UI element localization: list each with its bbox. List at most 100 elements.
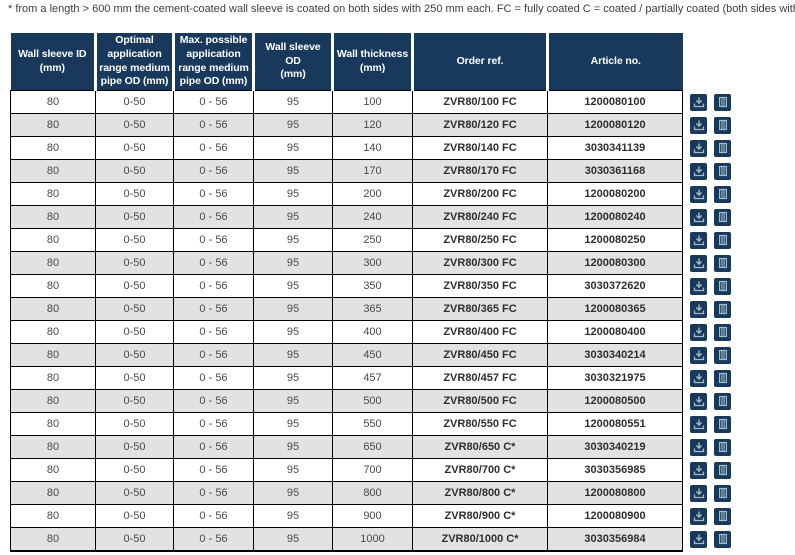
table-cell: 120 [332, 113, 413, 137]
download-button[interactable] [690, 323, 707, 341]
download-button[interactable] [690, 392, 707, 410]
download-button[interactable] [690, 507, 707, 525]
download-button[interactable] [690, 116, 707, 134]
book-button[interactable] [714, 93, 732, 111]
table-cell: 100 [332, 90, 413, 114]
table-cell: 0-50 [95, 251, 174, 275]
table-cell: 0-50 [95, 435, 174, 459]
table-cell: ZVR80/400 FC [412, 320, 548, 344]
book-button[interactable] [714, 369, 732, 387]
book-button[interactable] [714, 277, 732, 295]
download-button[interactable] [690, 162, 707, 180]
table-cell: 0-50 [95, 297, 174, 321]
table-row: 80 0-50 0 - 56 95 400 ZVR80/400 FC 1200080400 [10, 320, 736, 344]
table-cell: 95 [253, 343, 333, 367]
table-row: 80 0-50 0 - 56 95 250 ZVR80/250 FC 1200080250 [10, 228, 736, 252]
table-cell: 80 [10, 320, 96, 344]
table-cell: 800 [332, 481, 413, 505]
table-cell: ZVR80/250 FC [412, 228, 548, 252]
download-button[interactable] [690, 369, 707, 387]
book-icon [718, 349, 727, 361]
download-button[interactable] [690, 530, 707, 548]
book-icon [718, 211, 727, 223]
product-table: Wall sleeve ID (mm) Optimal application r… [10, 33, 736, 552]
download-icon [693, 189, 704, 200]
table-cell: 80 [10, 274, 96, 298]
table-cell: ZVR80/700 C* [412, 458, 548, 482]
download-icon [693, 534, 704, 545]
book-button[interactable] [714, 346, 732, 364]
book-button[interactable] [714, 300, 732, 318]
book-button[interactable] [714, 254, 732, 272]
table-cell: 80 [10, 366, 96, 390]
book-button[interactable] [714, 139, 732, 157]
table-cell: 550 [332, 412, 413, 436]
row-actions [682, 182, 736, 206]
table-cell: 0-50 [95, 366, 174, 390]
table-row: 80 0-50 0 - 56 95 1000 ZVR80/1000 C* 303035698… [10, 527, 736, 552]
table-cell: 0 - 56 [173, 205, 254, 229]
book-button[interactable] [714, 507, 732, 525]
table-cell: ZVR80/240 FC [412, 205, 548, 229]
table-cell: 80 [10, 343, 96, 367]
row-actions [682, 251, 736, 275]
table-cell: 0-50 [95, 113, 174, 137]
download-button[interactable] [690, 346, 707, 364]
book-button[interactable] [714, 415, 732, 433]
table-cell: 95 [253, 136, 333, 160]
table-cell: 95 [253, 412, 333, 436]
table-cell: 95 [253, 320, 333, 344]
table-cell: 3030340219 [547, 435, 683, 459]
download-button[interactable] [690, 254, 707, 272]
download-button[interactable] [690, 484, 707, 502]
book-button[interactable] [714, 162, 732, 180]
download-button[interactable] [690, 185, 707, 203]
table-cell: 95 [253, 435, 333, 459]
book-button[interactable] [714, 461, 732, 479]
table-cell: 170 [332, 159, 413, 183]
column-header: Wall thickness (mm) [332, 33, 414, 91]
table-cell: 0-50 [95, 343, 174, 367]
book-button[interactable] [714, 484, 732, 502]
book-button[interactable] [714, 530, 732, 548]
table-cell: 0-50 [95, 136, 174, 160]
book-button[interactable] [714, 392, 732, 410]
download-button[interactable] [690, 415, 707, 433]
table-cell: 0 - 56 [173, 366, 254, 390]
download-button[interactable] [690, 438, 707, 456]
table-row: 80 0-50 0 - 56 95 700 ZVR80/700 C* 3030356985 [10, 458, 736, 482]
table-cell: 3030372620 [547, 274, 683, 298]
book-button[interactable] [714, 208, 732, 226]
column-header: Wall sleeve ID (mm) [10, 33, 97, 91]
table-cell: 80 [10, 458, 96, 482]
column-header: Optimal application range medium pipe OD… [95, 33, 175, 91]
table-cell: ZVR80/500 FC [412, 389, 548, 413]
column-header: Wall sleeve OD (mm) [253, 33, 334, 91]
download-button[interactable] [690, 231, 707, 249]
book-button[interactable] [714, 116, 732, 134]
download-button[interactable] [690, 300, 707, 318]
table-cell: 365 [332, 297, 413, 321]
table-cell: 0 - 56 [173, 343, 254, 367]
book-button[interactable] [714, 185, 732, 203]
download-icon [693, 212, 704, 223]
download-button[interactable] [690, 461, 707, 479]
column-header: Article no. [547, 33, 683, 91]
download-button[interactable] [690, 277, 707, 295]
table-cell: 95 [253, 228, 333, 252]
download-button[interactable] [690, 93, 707, 111]
book-button[interactable] [714, 231, 732, 249]
book-icon [718, 372, 727, 384]
table-cell: 1200080500 [547, 389, 683, 413]
table-cell: 0 - 56 [173, 504, 254, 528]
table-cell: 0-50 [95, 320, 174, 344]
book-button[interactable] [714, 323, 732, 341]
table-cell: 80 [10, 412, 96, 436]
book-icon [718, 257, 727, 269]
download-button[interactable] [690, 139, 707, 157]
table-cell: ZVR80/100 FC [412, 90, 548, 114]
table-cell: 95 [253, 274, 333, 298]
book-button[interactable] [714, 438, 732, 456]
table-row: 80 0-50 0 - 56 95 500 ZVR80/500 FC 1200080500 [10, 389, 736, 413]
download-button[interactable] [690, 208, 707, 226]
